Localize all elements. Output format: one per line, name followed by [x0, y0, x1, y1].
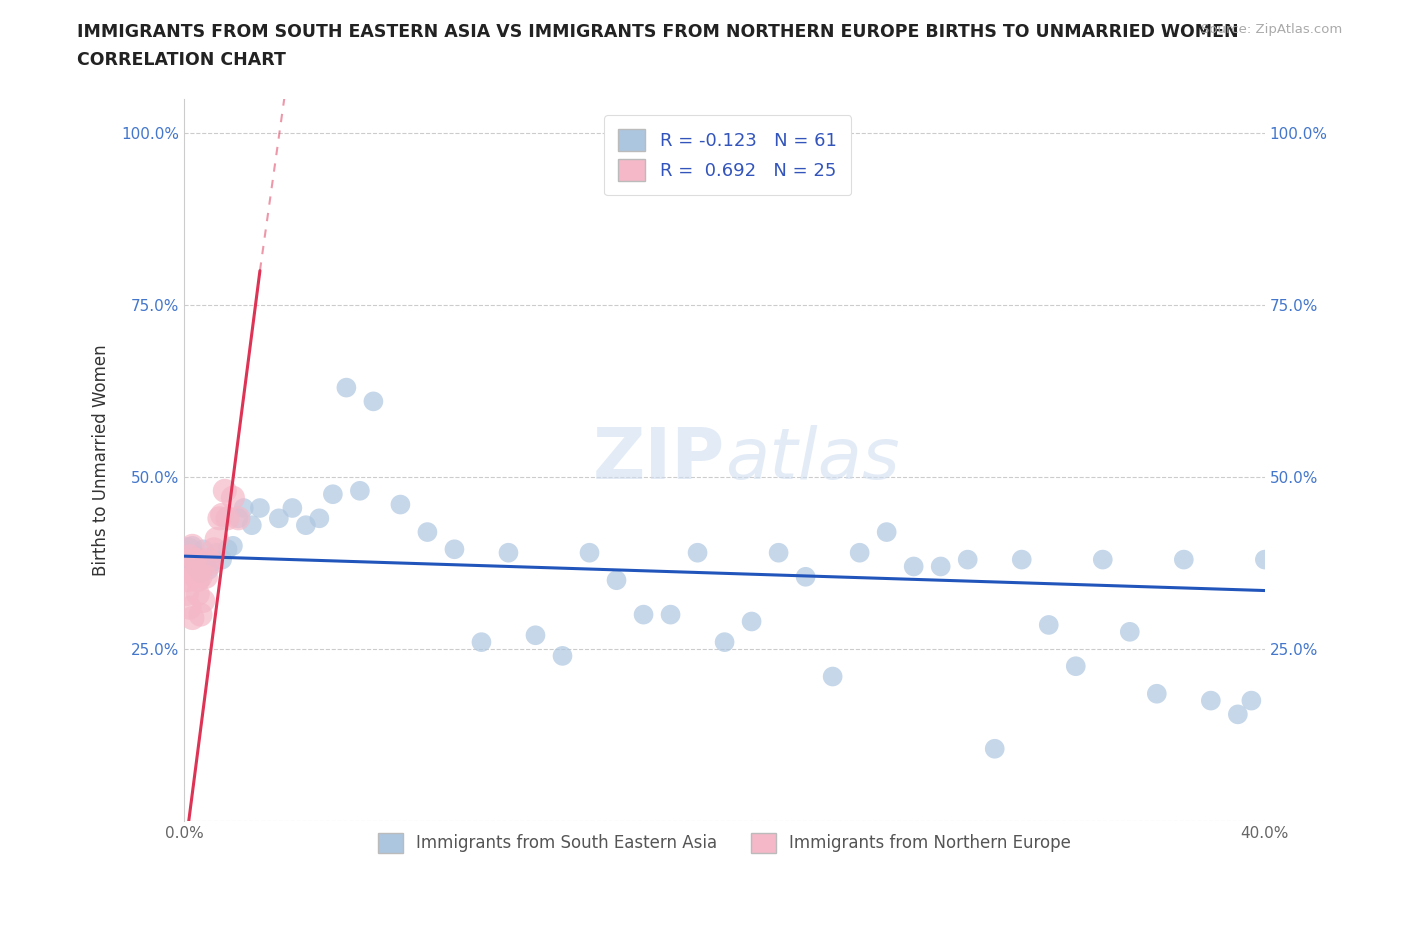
- Point: [308, 511, 330, 525]
- Point: [197, 552, 219, 567]
- Legend: Immigrants from South Eastern Asia, Immigrants from Northern Europe: Immigrants from South Eastern Asia, Immi…: [371, 826, 1078, 859]
- Point: [363, 394, 385, 409]
- Point: [205, 532, 228, 547]
- Point: [187, 549, 209, 564]
- Point: [211, 508, 233, 523]
- Point: [551, 648, 574, 663]
- Point: [524, 628, 547, 643]
- Point: [267, 511, 290, 525]
- Point: [193, 593, 215, 608]
- Point: [633, 607, 655, 622]
- Y-axis label: Births to Unmarried Women: Births to Unmarried Women: [93, 344, 110, 576]
- Point: [929, 559, 952, 574]
- Point: [848, 545, 870, 560]
- Point: [176, 545, 198, 560]
- Point: [768, 545, 790, 560]
- Point: [205, 545, 228, 560]
- Point: [179, 549, 201, 564]
- Point: [197, 563, 219, 578]
- Point: [222, 490, 245, 505]
- Point: [349, 484, 371, 498]
- Point: [190, 569, 212, 584]
- Point: [1226, 707, 1249, 722]
- Point: [983, 741, 1005, 756]
- Point: [208, 511, 231, 525]
- Point: [179, 600, 201, 615]
- Point: [1240, 693, 1263, 708]
- Point: [200, 555, 222, 570]
- Point: [214, 484, 236, 498]
- Point: [335, 380, 357, 395]
- Text: IMMIGRANTS FROM SOUTH EASTERN ASIA VS IMMIGRANTS FROM NORTHERN EUROPE BIRTHS TO : IMMIGRANTS FROM SOUTH EASTERN ASIA VS IM…: [77, 23, 1239, 41]
- Point: [193, 542, 215, 557]
- Point: [1091, 552, 1114, 567]
- Point: [187, 573, 209, 588]
- Text: CORRELATION CHART: CORRELATION CHART: [77, 51, 287, 69]
- Point: [184, 552, 207, 567]
- Text: ZIP: ZIP: [592, 425, 724, 495]
- Point: [194, 569, 217, 584]
- Point: [605, 573, 627, 588]
- Point: [249, 500, 271, 515]
- Point: [228, 511, 250, 525]
- Point: [211, 552, 233, 567]
- Point: [184, 559, 207, 574]
- Point: [1119, 624, 1142, 639]
- Point: [176, 587, 198, 602]
- Point: [179, 552, 201, 567]
- Point: [470, 634, 492, 649]
- Point: [295, 518, 318, 533]
- Point: [741, 614, 763, 629]
- Point: [217, 511, 239, 525]
- Point: [281, 500, 304, 515]
- Point: [876, 525, 898, 539]
- Point: [1011, 552, 1033, 567]
- Point: [1064, 658, 1087, 673]
- Point: [794, 569, 817, 584]
- Point: [181, 611, 204, 626]
- Point: [232, 500, 254, 515]
- Point: [1038, 618, 1060, 632]
- Point: [713, 634, 735, 649]
- Point: [389, 498, 412, 512]
- Point: [181, 538, 204, 553]
- Point: [240, 518, 263, 533]
- Point: [498, 545, 520, 560]
- Point: [200, 555, 222, 570]
- Point: [190, 566, 212, 581]
- Point: [1199, 693, 1222, 708]
- Point: [903, 559, 925, 574]
- Point: [222, 538, 245, 553]
- Point: [821, 669, 844, 684]
- Point: [686, 545, 709, 560]
- Point: [322, 486, 344, 501]
- Point: [578, 545, 600, 560]
- Point: [181, 538, 204, 553]
- Point: [416, 525, 439, 539]
- Point: [659, 607, 682, 622]
- Point: [176, 559, 198, 574]
- Point: [176, 573, 198, 588]
- Point: [228, 511, 250, 525]
- Point: [443, 542, 465, 557]
- Text: atlas: atlas: [724, 425, 900, 495]
- Point: [194, 555, 217, 570]
- Point: [1254, 552, 1277, 567]
- Point: [1173, 552, 1195, 567]
- Point: [187, 587, 209, 602]
- Point: [202, 542, 225, 557]
- Point: [179, 552, 201, 567]
- Point: [956, 552, 979, 567]
- Point: [184, 566, 207, 581]
- Point: [190, 607, 212, 622]
- Point: [1146, 686, 1168, 701]
- Text: Source: ZipAtlas.com: Source: ZipAtlas.com: [1202, 23, 1343, 36]
- Point: [217, 542, 239, 557]
